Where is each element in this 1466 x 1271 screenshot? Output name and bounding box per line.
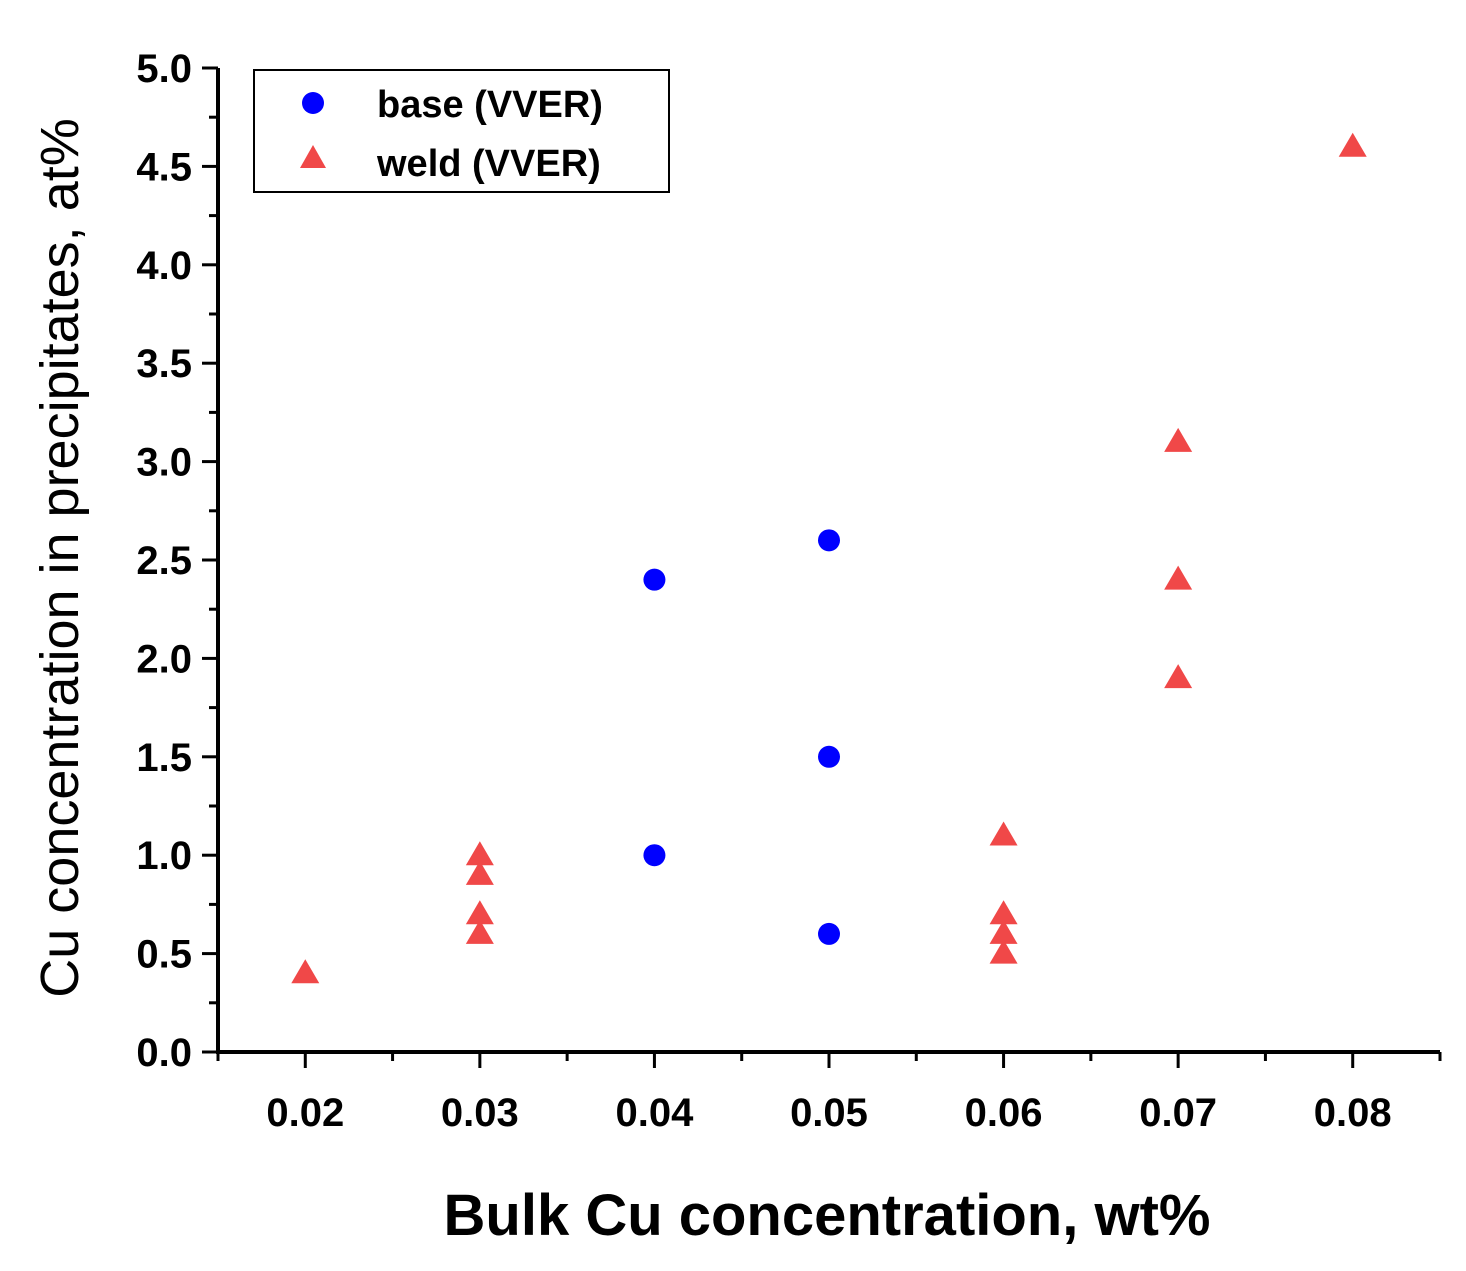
weld-point (1164, 664, 1193, 689)
x-tick-label: 0.05 (790, 1091, 868, 1135)
tick-labels: 0.02 0.03 0.04 0.05 0.06 0.07 0.08 0.0 0.5 1.0 1.5… (136, 47, 1391, 1135)
x-tick-label: 0.07 (1139, 1091, 1217, 1135)
data-points (291, 132, 1367, 984)
x-tick-label: 0.02 (266, 1091, 344, 1135)
axis-ticks (202, 66, 1442, 1068)
x-tick-label: 0.04 (615, 1091, 694, 1135)
weld-point (465, 860, 494, 885)
y-tick-label: 3.0 (136, 441, 192, 485)
weld-point (291, 959, 320, 984)
legend-marker-weld (300, 145, 326, 168)
legend-marker-base (302, 92, 324, 114)
base-point (643, 844, 666, 867)
x-tick-label: 0.06 (965, 1091, 1043, 1135)
weld-point (465, 919, 494, 944)
weld-point (465, 900, 494, 925)
x-axis-title: Bulk Cu concentration, wt% (444, 1183, 1211, 1248)
base-point (818, 745, 840, 768)
weld-point (465, 841, 494, 866)
y-tick-label: 2.5 (136, 539, 192, 583)
y-tick-label: 3.5 (136, 342, 192, 386)
legend-label-weld: weld (VVER) (376, 143, 601, 185)
y-tick-label: 2.0 (136, 637, 192, 681)
y-tick-label: 4.5 (136, 145, 192, 189)
y-tick-label: 0.5 (136, 933, 192, 977)
weld-point (989, 821, 1018, 846)
legend-box (253, 69, 670, 193)
weld-point (989, 900, 1018, 925)
base-point (818, 922, 840, 945)
y-tick-label: 5.0 (136, 47, 192, 91)
x-tick-label: 0.03 (441, 1091, 519, 1135)
weld-point (1338, 132, 1367, 157)
legend-label-base: base (VVER) (377, 84, 603, 126)
legend: base (VVER) weld (VVER) (253, 69, 670, 193)
base-point (818, 529, 840, 552)
y-tick-label: 4.0 (136, 244, 192, 288)
x-tick-label: 0.08 (1314, 1091, 1392, 1135)
y-tick-label: 0.0 (136, 1031, 192, 1075)
y-axis-title: Cu concentration in precipitates, at% (30, 118, 90, 997)
y-tick-label: 1.0 (136, 834, 192, 878)
y-tick-label: 1.5 (136, 736, 192, 780)
base-point (643, 568, 666, 591)
axes (216, 68, 1440, 1054)
weld-point (1164, 565, 1193, 590)
weld-point (989, 919, 1018, 944)
weld-point (1164, 427, 1193, 452)
weld-point (989, 939, 1018, 964)
